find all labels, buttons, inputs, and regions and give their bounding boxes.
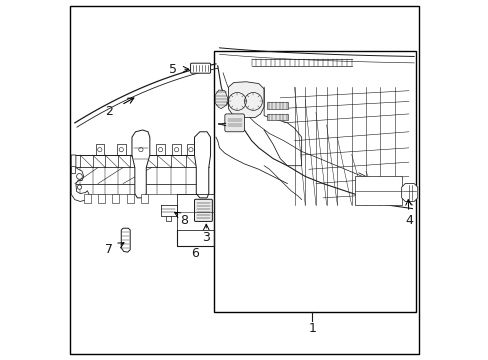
Polygon shape: [401, 184, 417, 202]
Text: 5: 5: [169, 63, 177, 76]
Circle shape: [98, 148, 102, 152]
FancyArrowPatch shape: [218, 123, 225, 124]
Circle shape: [139, 148, 143, 152]
Text: 3: 3: [202, 231, 210, 244]
Circle shape: [119, 148, 123, 152]
Bar: [266, 102, 288, 109]
Text: 8: 8: [180, 213, 187, 226]
Bar: [83, 194, 91, 203]
Circle shape: [158, 148, 163, 152]
Text: 1: 1: [308, 323, 316, 336]
Circle shape: [174, 148, 179, 152]
Bar: [354, 176, 401, 205]
Text: 4: 4: [404, 213, 412, 226]
Polygon shape: [194, 132, 210, 198]
Text: 7: 7: [105, 243, 113, 256]
Bar: [141, 194, 148, 203]
Polygon shape: [165, 216, 171, 221]
Bar: [98, 194, 105, 203]
Bar: [214, 51, 415, 312]
Text: 6: 6: [191, 247, 199, 260]
Bar: [266, 113, 288, 120]
FancyBboxPatch shape: [194, 199, 212, 221]
FancyBboxPatch shape: [224, 114, 244, 132]
Bar: [112, 194, 119, 203]
FancyArrowPatch shape: [218, 123, 225, 126]
Circle shape: [77, 174, 82, 179]
Polygon shape: [132, 130, 149, 198]
Polygon shape: [121, 228, 130, 252]
Polygon shape: [215, 90, 227, 109]
Bar: [126, 194, 134, 203]
Polygon shape: [71, 166, 75, 173]
Circle shape: [77, 185, 81, 189]
Text: 2: 2: [104, 104, 112, 118]
Circle shape: [188, 148, 193, 152]
Polygon shape: [71, 155, 89, 202]
Polygon shape: [228, 82, 264, 117]
FancyBboxPatch shape: [190, 63, 210, 73]
